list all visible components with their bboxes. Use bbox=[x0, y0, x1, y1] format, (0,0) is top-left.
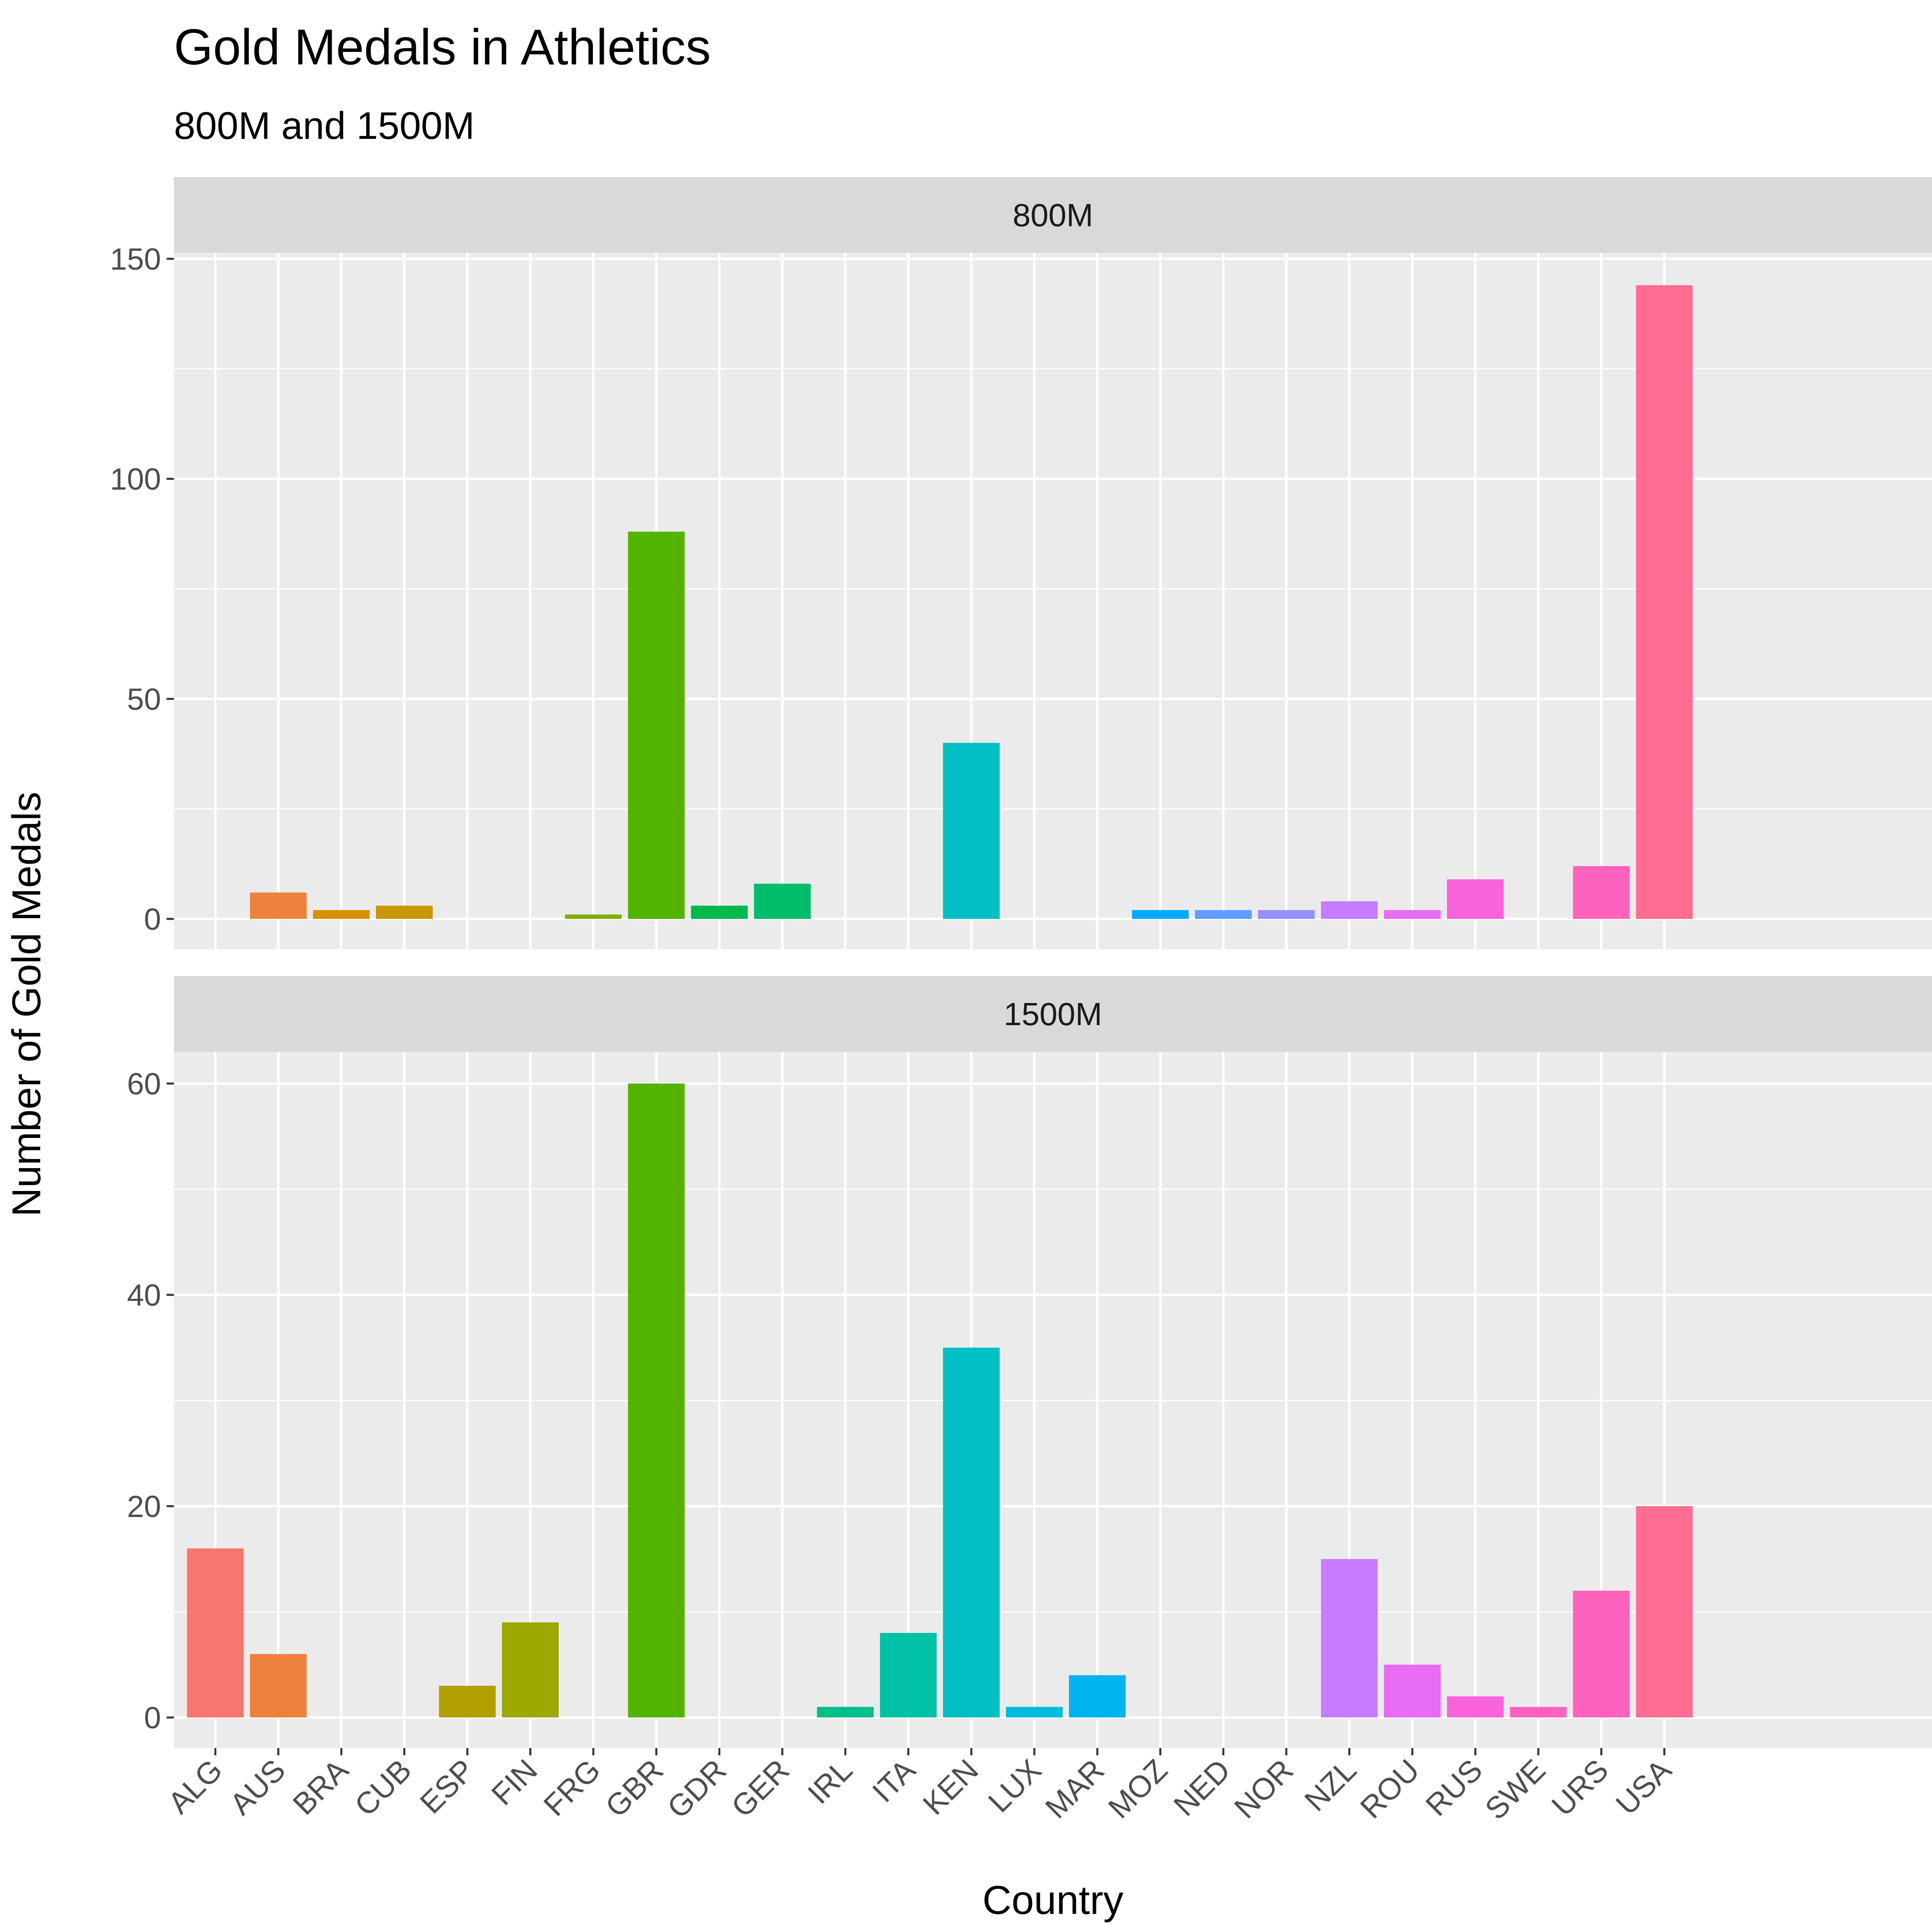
y-tick-label-1500m: 40 bbox=[127, 1278, 161, 1313]
bars-800m bbox=[250, 285, 1693, 919]
bar-800m-ger bbox=[754, 883, 811, 919]
y-axis-800m: 0 50 100 150 bbox=[110, 242, 174, 937]
y-tick-label-1500m: 60 bbox=[127, 1067, 161, 1101]
bars-1500m bbox=[187, 1084, 1693, 1717]
y-axis-1500m: 0 20 40 60 bbox=[127, 1067, 174, 1735]
bar-800m-urs bbox=[1573, 866, 1630, 919]
bar-1500m-ita bbox=[880, 1633, 937, 1717]
bar-1500m-ken bbox=[943, 1348, 1000, 1717]
x-tick-label-ken: KEN bbox=[916, 1753, 985, 1822]
x-tick-label-cub: CUB bbox=[348, 1753, 418, 1823]
bar-800m-aus bbox=[250, 892, 307, 919]
bar-800m-rus bbox=[1447, 879, 1504, 919]
y-tick-label-800m: 50 bbox=[127, 682, 161, 716]
y-tick-label-800m: 150 bbox=[110, 242, 161, 277]
bar-1500m-usa bbox=[1636, 1506, 1693, 1717]
y-tick-label-1500m: 0 bbox=[144, 1701, 161, 1735]
x-tick-label-lux: LUX bbox=[982, 1753, 1048, 1819]
strip-label-800m: 800M bbox=[1013, 197, 1093, 233]
strip-800m bbox=[174, 177, 1932, 253]
strip-label-1500m: 1500M bbox=[1004, 996, 1102, 1032]
bar-1500m-nzl bbox=[1321, 1559, 1378, 1717]
bar-1500m-esp bbox=[439, 1686, 496, 1717]
bar-800m-gdr bbox=[691, 906, 748, 919]
x-tick-label-rus: RUS bbox=[1419, 1753, 1489, 1823]
y-tick-label-800m: 100 bbox=[110, 462, 161, 497]
x-tick-label-gbr: GBR bbox=[599, 1753, 670, 1824]
x-tick-label-frg: FRG bbox=[537, 1753, 607, 1823]
bar-800m-frg bbox=[565, 914, 622, 919]
x-tick-label-fin: FIN bbox=[485, 1753, 544, 1812]
panel-1500m: 1500M 0 20 40 60 bbox=[127, 976, 1932, 1748]
x-axis-title: Country bbox=[983, 1878, 1123, 1923]
bar-800m-rou bbox=[1384, 910, 1441, 919]
x-tick-label-urs: URS bbox=[1545, 1753, 1615, 1823]
x-tick-label-nor: NOR bbox=[1228, 1753, 1300, 1825]
panel-800m: 800M 0 50 100 150 bbox=[110, 177, 1932, 949]
x-tick-label-usa: USA bbox=[1609, 1753, 1678, 1822]
bar-1500m-rus bbox=[1447, 1696, 1504, 1717]
bar-1500m-lux bbox=[1006, 1707, 1063, 1717]
y-tick-label-1500m: 20 bbox=[127, 1490, 161, 1524]
strip-1500m bbox=[174, 976, 1932, 1052]
bar-1500m-fin bbox=[502, 1622, 559, 1717]
x-tick-label-nzl: NZL bbox=[1298, 1753, 1363, 1818]
chart-title: Gold Medals in Athletics bbox=[174, 19, 711, 75]
bar-800m-moz bbox=[1132, 910, 1189, 919]
chart-subtitle: 800M and 1500M bbox=[174, 104, 475, 147]
x-tick-label-esp: ESP bbox=[413, 1753, 481, 1821]
bar-1500m-aus bbox=[250, 1654, 307, 1717]
bar-1500m-swe bbox=[1510, 1707, 1567, 1717]
bar-1500m-alg bbox=[187, 1548, 244, 1717]
bar-800m-nzl bbox=[1321, 901, 1378, 919]
gridlines-800m bbox=[174, 253, 1932, 949]
bar-1500m-urs bbox=[1573, 1591, 1630, 1717]
x-tick-label-ger: GER bbox=[725, 1753, 796, 1824]
x-tick-label-ned: NED bbox=[1167, 1753, 1237, 1823]
x-tick-label-alg: ALG bbox=[161, 1753, 229, 1821]
x-tick-label-mar: MAR bbox=[1039, 1753, 1111, 1825]
bar-1500m-irl bbox=[817, 1707, 874, 1717]
x-tick-label-rou: ROU bbox=[1354, 1753, 1426, 1825]
bar-1500m-rou bbox=[1384, 1664, 1441, 1717]
x-tick-label-aus: AUS bbox=[223, 1753, 292, 1822]
bar-800m-bra bbox=[313, 910, 370, 919]
bar-1500m-gbr bbox=[628, 1084, 685, 1717]
bar-800m-ned bbox=[1195, 910, 1252, 919]
x-tick-label-gdr: GDR bbox=[661, 1753, 733, 1825]
bar-800m-ken bbox=[943, 743, 1000, 919]
bar-1500m-mar bbox=[1069, 1675, 1126, 1717]
y-axis-title: Number of Gold Medals bbox=[4, 792, 49, 1217]
y-tick-label-800m: 0 bbox=[144, 902, 161, 937]
bar-800m-cub bbox=[376, 906, 433, 919]
x-tick-label-ita: ITA bbox=[866, 1753, 922, 1809]
bar-800m-usa bbox=[1636, 285, 1693, 919]
x-tick-label-moz: MOZ bbox=[1102, 1753, 1174, 1825]
x-tick-label-irl: IRL bbox=[801, 1753, 859, 1811]
x-tick-label-swe: SWE bbox=[1478, 1753, 1552, 1827]
x-tick-label-bra: BRA bbox=[286, 1753, 355, 1822]
bar-800m-gbr bbox=[628, 531, 685, 919]
bar-800m-nor bbox=[1258, 910, 1315, 919]
